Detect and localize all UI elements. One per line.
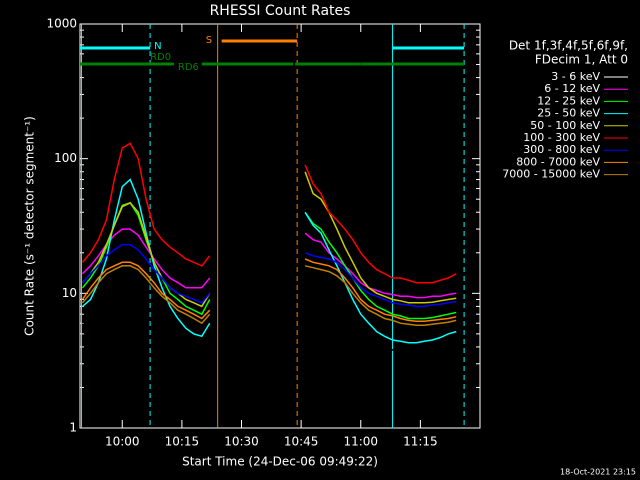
legend-label: 3 - 6 keV (551, 70, 600, 83)
plot-frame (79, 23, 481, 429)
legend-label: 6 - 12 keV (544, 82, 600, 95)
series-line (81, 258, 457, 323)
x-tick-label: 11:00 (343, 435, 378, 449)
y-tick-label: 10 (62, 286, 77, 300)
x-tick-label: 10:15 (165, 435, 200, 449)
x-tick-label: 11:15 (403, 435, 438, 449)
x-axis-label: Start Time (24-Dec-06 09:49:22) (182, 455, 378, 469)
flag-label: RD6 (178, 62, 199, 73)
legend-label: 50 - 100 keV (530, 119, 600, 132)
flag-label: S (206, 35, 212, 46)
y-tick-label: 1000 (46, 17, 77, 31)
legend-label: 800 - 7000 keV (516, 155, 600, 168)
legend-label: 12 - 25 keV (537, 94, 600, 107)
x-tick-label: 10:00 (105, 435, 140, 449)
x-tick-label: 10:45 (284, 435, 319, 449)
legend-header: FDecim 1, Att 0 (535, 53, 628, 67)
footer: 18-Oct-2021 23:15 (560, 468, 636, 477)
y-tick-label: 1 (69, 421, 77, 435)
series-line (81, 243, 457, 308)
series-line (81, 265, 457, 326)
legend-label: 100 - 300 keV (523, 131, 600, 144)
legend-header: Det 1f,3f,4f,5f,6f,9f, (509, 39, 628, 53)
legend-label: 7000 - 15000 keV (502, 168, 600, 181)
x-tick-label: 10:30 (224, 435, 259, 449)
y-axis-label: Count Rate (s⁻¹ detector segment⁻¹) (23, 116, 37, 336)
y-tick-label: 100 (54, 151, 77, 165)
flag-label: N (154, 41, 161, 52)
legend-label: 300 - 800 keV (523, 143, 600, 156)
series-line (82, 178, 457, 344)
series-line (81, 142, 457, 284)
flag-label: RD0 (150, 52, 171, 63)
legend-label: 25 - 50 keV (537, 107, 600, 120)
chart-title: RHESSI Count Rates (210, 3, 351, 19)
series-line (81, 171, 457, 308)
